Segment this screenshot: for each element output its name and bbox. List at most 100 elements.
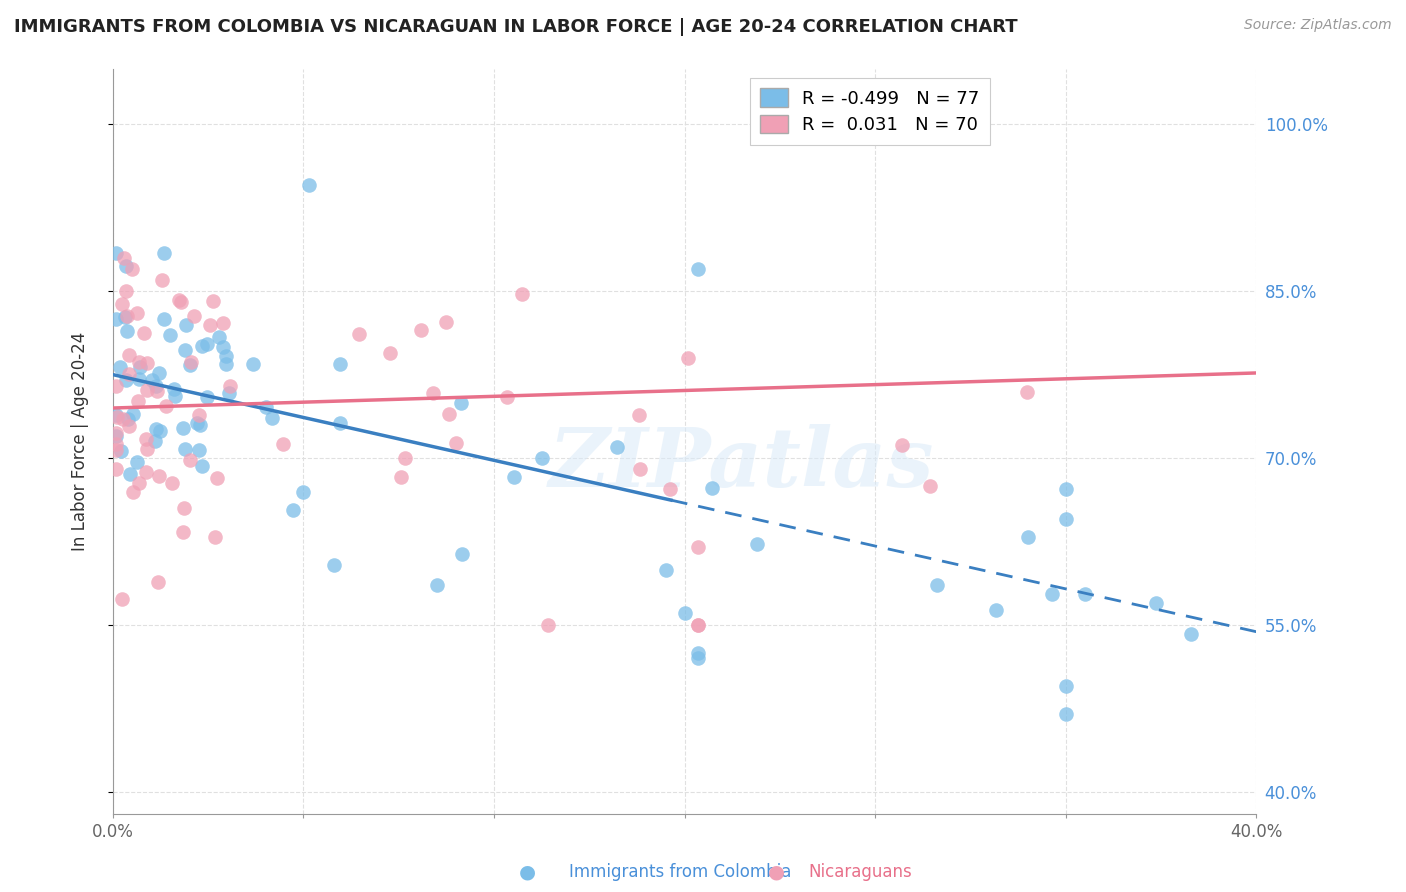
Point	[1180, 627, 1202, 641]
Point	[135, 432, 157, 446]
Point	[149, 424, 172, 438]
Point	[927, 578, 949, 592]
Point	[444, 436, 467, 450]
Point	[163, 382, 186, 396]
Point	[155, 399, 177, 413]
Point	[172, 421, 194, 435]
Point	[201, 293, 224, 308]
Point	[136, 356, 159, 370]
Point	[207, 471, 229, 485]
Point	[110, 444, 132, 458]
Point	[271, 436, 294, 450]
Point	[180, 355, 202, 369]
Point	[104, 408, 127, 422]
Point	[187, 408, 209, 422]
Point	[104, 436, 127, 450]
Point	[329, 358, 352, 372]
Point	[349, 326, 371, 341]
Point	[115, 324, 138, 338]
Point	[292, 485, 315, 500]
Point	[136, 442, 159, 456]
Point	[146, 384, 169, 398]
Point	[174, 442, 197, 457]
Y-axis label: In Labor Force | Age 20-24: In Labor Force | Age 20-24	[72, 332, 89, 551]
Point	[747, 537, 769, 551]
Point	[111, 411, 134, 425]
Point	[394, 451, 416, 466]
Point	[195, 336, 218, 351]
Point	[104, 442, 127, 457]
Point	[150, 273, 173, 287]
Point	[146, 574, 169, 589]
Point	[450, 547, 472, 561]
Point	[104, 378, 127, 392]
Point	[104, 429, 127, 443]
Point	[195, 390, 218, 404]
Point	[688, 618, 710, 632]
Point	[128, 359, 150, 374]
Point	[191, 458, 214, 473]
Point	[984, 603, 1007, 617]
Point	[530, 450, 553, 465]
Point	[676, 351, 699, 366]
Point	[1054, 482, 1077, 496]
Point	[329, 416, 352, 430]
Point	[114, 259, 136, 273]
Point	[115, 284, 138, 298]
Text: ●: ●	[519, 863, 536, 882]
Point	[105, 245, 128, 260]
Point	[170, 295, 193, 310]
Point	[112, 251, 135, 265]
Point	[212, 316, 235, 330]
Point	[190, 339, 212, 353]
Point	[254, 401, 277, 415]
Point	[1054, 679, 1077, 693]
Text: IMMIGRANTS FROM COLOMBIA VS NICARAGUAN IN LABOR FORCE | AGE 20-24 CORRELATION CH: IMMIGRANTS FROM COLOMBIA VS NICARAGUAN I…	[14, 18, 1018, 36]
Point	[450, 396, 472, 410]
Point	[378, 345, 401, 359]
Point	[890, 438, 912, 452]
Point	[153, 312, 176, 326]
Point	[111, 297, 134, 311]
Point	[425, 578, 447, 592]
Point	[215, 357, 238, 371]
Text: Source: ZipAtlas.com: Source: ZipAtlas.com	[1244, 18, 1392, 32]
Point	[127, 393, 149, 408]
Point	[422, 385, 444, 400]
Point	[114, 310, 136, 325]
Point	[160, 475, 183, 490]
Point	[215, 349, 238, 363]
Point	[503, 469, 526, 483]
Point	[262, 411, 284, 425]
Point	[173, 500, 195, 515]
Point	[172, 524, 194, 539]
Point	[496, 390, 519, 404]
Point	[1144, 596, 1167, 610]
Text: Nicaraguans: Nicaraguans	[808, 863, 912, 881]
Point	[135, 383, 157, 397]
Point	[673, 607, 696, 621]
Point	[190, 418, 212, 433]
Point	[179, 453, 201, 467]
Point	[174, 318, 197, 333]
Point	[187, 443, 209, 458]
Point	[128, 372, 150, 386]
Point	[122, 407, 145, 421]
Legend: R = -0.499   N = 77, R =  0.031   N = 70: R = -0.499 N = 77, R = 0.031 N = 70	[749, 78, 990, 145]
Point	[118, 348, 141, 362]
Point	[104, 462, 127, 476]
Point	[108, 359, 131, 374]
Point	[628, 461, 651, 475]
Point	[125, 455, 148, 469]
Point	[118, 467, 141, 482]
Point	[688, 651, 710, 665]
Point	[688, 618, 710, 632]
Point	[918, 479, 941, 493]
Point	[218, 386, 240, 401]
Point	[145, 422, 167, 436]
Point	[115, 373, 138, 387]
Point	[104, 426, 127, 441]
Point	[145, 379, 167, 393]
Point	[159, 327, 181, 342]
Point	[283, 503, 305, 517]
